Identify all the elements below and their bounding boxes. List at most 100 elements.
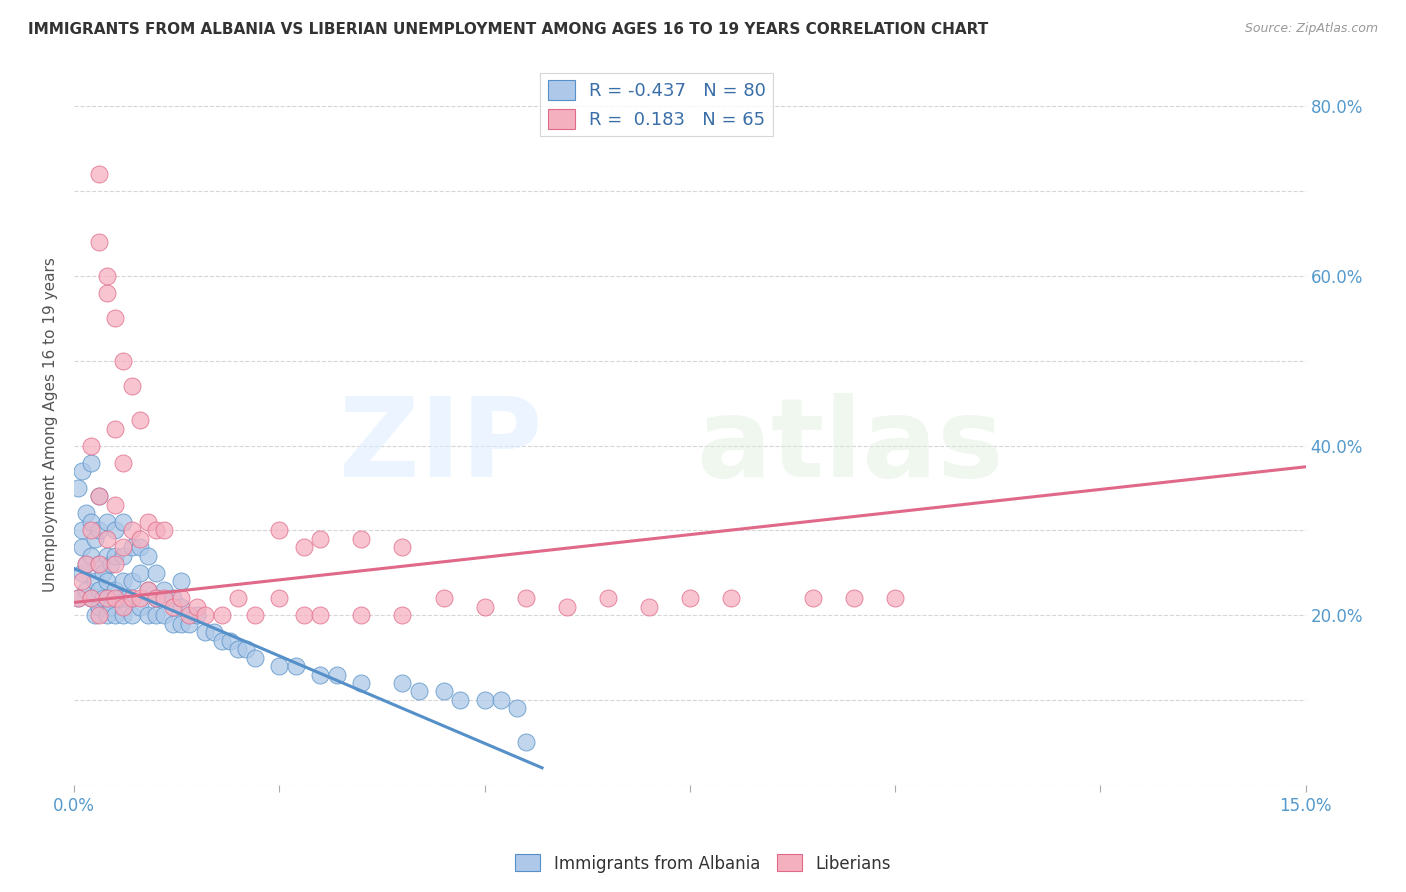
Point (128, 541, 150, 555)
Point (194, 608, 217, 623)
Legend: R = -0.437   N = 80, R =  0.183   N = 65: R = -0.437 N = 80, R = 0.183 N = 65 (540, 73, 773, 136)
Point (243, 608, 266, 623)
Point (177, 608, 200, 623)
Point (136, 515, 159, 529)
Point (72, 524, 94, 538)
Point (104, 311, 127, 326)
Point (112, 608, 135, 623)
Point (391, 676, 413, 690)
Point (186, 599, 208, 614)
Point (145, 566, 167, 580)
Point (121, 608, 143, 623)
Point (145, 591, 167, 606)
Point (235, 642, 257, 657)
Point (117, 591, 139, 606)
Point (96, 549, 118, 563)
Point (226, 642, 249, 657)
Point (87, 490, 110, 504)
Point (679, 591, 702, 606)
Point (79, 591, 101, 606)
Point (309, 667, 332, 681)
Point (449, 693, 471, 707)
Point (72, 566, 94, 580)
Point (79, 591, 101, 606)
Point (219, 633, 242, 648)
Point (96, 532, 118, 546)
Point (87, 558, 110, 572)
Point (243, 650, 266, 665)
Text: Source: ZipAtlas.com: Source: ZipAtlas.com (1244, 22, 1378, 36)
Point (170, 574, 193, 589)
Point (75, 558, 97, 572)
Point (112, 574, 135, 589)
Point (83, 532, 105, 546)
Point (79, 456, 101, 470)
Point (87, 235, 110, 249)
Point (720, 591, 742, 606)
Point (842, 591, 865, 606)
Point (128, 532, 150, 546)
Point (87, 608, 110, 623)
Point (326, 667, 349, 681)
Point (112, 599, 135, 614)
Point (83, 608, 105, 623)
Point (121, 541, 143, 555)
Point (226, 591, 249, 606)
Point (391, 541, 413, 555)
Point (128, 413, 150, 427)
Point (104, 524, 127, 538)
Point (432, 591, 454, 606)
Point (474, 599, 496, 614)
Point (79, 524, 101, 538)
Point (269, 524, 291, 538)
Point (350, 532, 373, 546)
Point (104, 498, 127, 512)
Point (153, 608, 176, 623)
Point (72, 464, 94, 478)
Point (432, 684, 454, 698)
Point (145, 524, 167, 538)
Point (87, 558, 110, 572)
Point (121, 379, 143, 393)
Point (309, 608, 332, 623)
Point (75, 507, 97, 521)
Point (170, 616, 193, 631)
Point (145, 608, 167, 623)
Point (96, 268, 118, 283)
Legend: Immigrants from Albania, Liberians: Immigrants from Albania, Liberians (509, 847, 897, 880)
Point (67, 591, 90, 606)
Point (72, 574, 94, 589)
Point (391, 608, 413, 623)
Point (104, 549, 127, 563)
Point (96, 591, 118, 606)
Point (136, 608, 159, 623)
Point (186, 608, 208, 623)
Point (489, 693, 512, 707)
Point (108, 591, 131, 606)
Point (100, 558, 122, 572)
Point (87, 524, 110, 538)
Point (121, 524, 143, 538)
Point (79, 439, 101, 453)
Point (112, 456, 135, 470)
Point (96, 574, 118, 589)
Point (128, 566, 150, 580)
Point (121, 591, 143, 606)
Point (269, 659, 291, 673)
Point (555, 599, 578, 614)
Point (79, 549, 101, 563)
Point (112, 515, 135, 529)
Point (91, 591, 114, 606)
Point (145, 591, 167, 606)
Point (87, 599, 110, 614)
Point (515, 591, 537, 606)
Point (211, 633, 233, 648)
Point (136, 582, 159, 597)
Point (515, 735, 537, 749)
Point (104, 591, 127, 606)
Point (96, 608, 118, 623)
Point (87, 490, 110, 504)
Point (162, 616, 184, 631)
Point (637, 599, 659, 614)
Point (75, 558, 97, 572)
